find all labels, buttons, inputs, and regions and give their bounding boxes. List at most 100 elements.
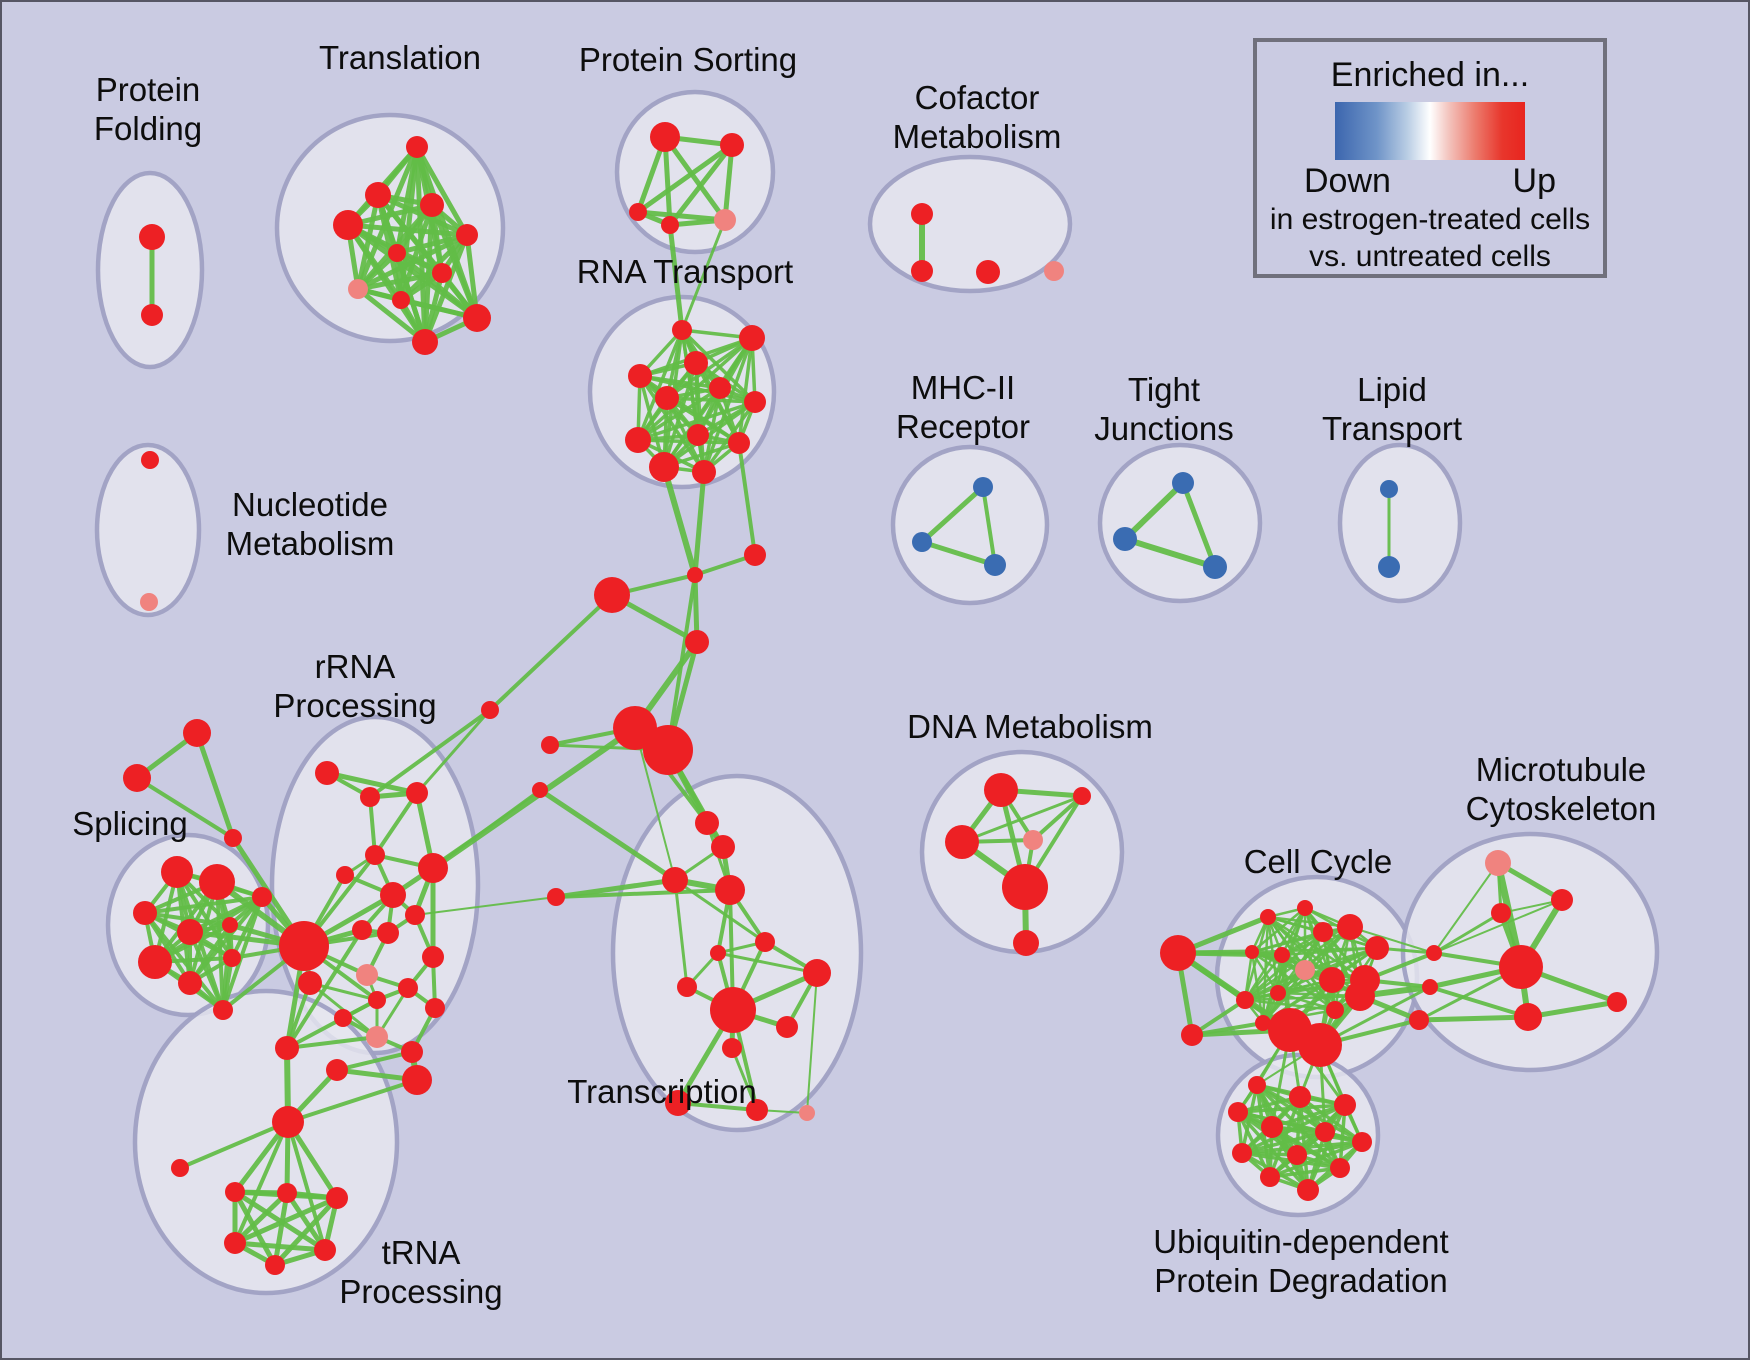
- node-rt7[interactable]: [744, 391, 766, 413]
- node-ub9[interactable]: [1287, 1145, 1307, 1165]
- node-mt7[interactable]: [1426, 945, 1442, 961]
- node-rt10[interactable]: [728, 432, 750, 454]
- node-mh2[interactable]: [912, 532, 932, 552]
- node-t3[interactable]: [333, 210, 363, 240]
- node-rr21[interactable]: [326, 1059, 348, 1081]
- node-nu2[interactable]: [140, 593, 158, 611]
- node-rt2[interactable]: [739, 325, 765, 351]
- node-rt9[interactable]: [625, 427, 651, 453]
- node-tn6[interactable]: [265, 1255, 285, 1275]
- node-tn4[interactable]: [224, 1232, 246, 1254]
- node-tr1[interactable]: [183, 719, 211, 747]
- node-t9[interactable]: [392, 291, 410, 309]
- node-tc11[interactable]: [722, 1038, 742, 1058]
- node-cc8[interactable]: [1295, 960, 1315, 980]
- node-dm1[interactable]: [984, 773, 1018, 807]
- node-mt4[interactable]: [1499, 945, 1543, 989]
- node-dm6[interactable]: [1013, 930, 1039, 956]
- node-sp6[interactable]: [178, 971, 202, 995]
- node-t10[interactable]: [463, 304, 491, 332]
- node-t7[interactable]: [432, 263, 452, 283]
- node-tc2[interactable]: [711, 835, 735, 859]
- node-ub7[interactable]: [1352, 1132, 1372, 1152]
- node-tc3[interactable]: [662, 867, 688, 893]
- node-ub2[interactable]: [1289, 1086, 1311, 1108]
- node-tc5[interactable]: [755, 932, 775, 952]
- node-sp2[interactable]: [199, 864, 235, 900]
- node-rt3[interactable]: [684, 351, 708, 375]
- node-ps5[interactable]: [714, 209, 736, 231]
- node-tj1[interactable]: [1172, 472, 1194, 494]
- node-rt5[interactable]: [655, 386, 679, 410]
- node-cc14[interactable]: [1270, 985, 1286, 1001]
- node-tc1[interactable]: [695, 811, 719, 835]
- node-cc4[interactable]: [1337, 914, 1363, 940]
- node-cf1[interactable]: [911, 203, 933, 225]
- node-pf1[interactable]: [139, 224, 165, 250]
- node-ub6[interactable]: [1315, 1122, 1335, 1142]
- node-tc7[interactable]: [677, 977, 697, 997]
- node-mh1[interactable]: [973, 477, 993, 497]
- node-b7[interactable]: [541, 736, 559, 754]
- node-rr16[interactable]: [366, 1026, 388, 1048]
- node-b3[interactable]: [744, 544, 766, 566]
- node-sp1[interactable]: [161, 856, 193, 888]
- node-rr9[interactable]: [377, 922, 399, 944]
- node-m1[interactable]: [481, 701, 499, 719]
- node-rr14[interactable]: [422, 946, 444, 968]
- node-cc_out1[interactable]: [1160, 935, 1196, 971]
- node-cc9[interactable]: [1319, 967, 1345, 993]
- node-rr13[interactable]: [368, 991, 386, 1009]
- node-b1[interactable]: [594, 577, 630, 613]
- node-mh3[interactable]: [984, 554, 1006, 576]
- node-tn_l[interactable]: [171, 1159, 189, 1177]
- node-ps3[interactable]: [629, 203, 647, 221]
- node-tn1[interactable]: [225, 1182, 245, 1202]
- node-mt3[interactable]: [1491, 903, 1511, 923]
- node-tc6[interactable]: [710, 945, 726, 961]
- node-rr5[interactable]: [336, 866, 354, 884]
- node-cc_out2[interactable]: [1181, 1024, 1203, 1046]
- node-rr2[interactable]: [360, 787, 380, 807]
- node-cc13[interactable]: [1255, 1015, 1271, 1031]
- node-tn2[interactable]: [277, 1183, 297, 1203]
- node-rr4[interactable]: [365, 845, 385, 865]
- node-dm3[interactable]: [1073, 787, 1091, 805]
- node-tn5[interactable]: [314, 1239, 336, 1261]
- node-cc1[interactable]: [1260, 909, 1276, 925]
- node-cc5[interactable]: [1365, 936, 1389, 960]
- node-ub3[interactable]: [1334, 1094, 1356, 1116]
- node-cf4[interactable]: [1044, 261, 1064, 281]
- node-cc12[interactable]: [1236, 991, 1254, 1009]
- node-rr7[interactable]: [380, 882, 406, 908]
- node-cc2[interactable]: [1297, 900, 1313, 916]
- node-dm2[interactable]: [945, 825, 979, 859]
- node-sp5[interactable]: [138, 945, 172, 979]
- node-tc14[interactable]: [799, 1105, 815, 1121]
- node-cc11[interactable]: [1345, 981, 1375, 1011]
- node-b2[interactable]: [687, 567, 703, 583]
- node-tr2[interactable]: [123, 764, 151, 792]
- node-tc9[interactable]: [710, 987, 756, 1033]
- node-mt1[interactable]: [1485, 850, 1511, 876]
- node-b8[interactable]: [532, 782, 548, 798]
- node-sp9[interactable]: [223, 949, 241, 967]
- node-sp8[interactable]: [252, 887, 272, 907]
- node-rt1[interactable]: [672, 320, 692, 340]
- node-dm5[interactable]: [1002, 864, 1048, 910]
- node-ub4[interactable]: [1228, 1102, 1248, 1122]
- node-cf2[interactable]: [911, 260, 933, 282]
- node-rt4[interactable]: [628, 364, 652, 388]
- node-t6[interactable]: [388, 244, 406, 262]
- node-tn3[interactable]: [326, 1187, 348, 1209]
- node-rr3[interactable]: [406, 782, 428, 804]
- node-b6[interactable]: [643, 725, 693, 775]
- node-tc10[interactable]: [776, 1016, 798, 1038]
- node-tc8[interactable]: [803, 959, 831, 987]
- node-tj3[interactable]: [1203, 555, 1227, 579]
- node-t4[interactable]: [420, 193, 444, 217]
- node-ub8[interactable]: [1232, 1143, 1252, 1163]
- node-sp4[interactable]: [177, 919, 203, 945]
- node-nu1[interactable]: [141, 451, 159, 469]
- node-sp7[interactable]: [222, 917, 238, 933]
